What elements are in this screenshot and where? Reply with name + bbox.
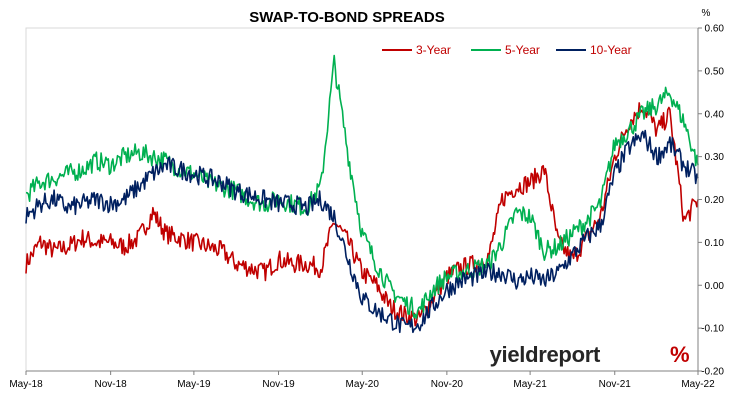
x-tick-label: Nov-18	[95, 379, 128, 390]
y-axis-unit-label: %	[702, 8, 711, 19]
logo-percent-sign: %	[670, 342, 690, 367]
y-tick-label: 0.10	[705, 238, 725, 249]
yieldreport-logo: yieldreport %	[490, 342, 690, 367]
svg-text:yieldreport: yieldreport	[490, 342, 601, 367]
x-tick-label: May-21	[513, 379, 547, 390]
y-tick-label: 0.60	[705, 24, 725, 35]
x-tick-label: May-19	[177, 379, 211, 390]
logo-text-yield: yield	[490, 342, 539, 367]
y-tick-label: 0.00	[705, 281, 725, 292]
chart-title: SWAP-TO-BOND SPREADS	[249, 9, 445, 26]
y-tick-label: 0.50	[705, 66, 725, 77]
x-tick-label: May-20	[346, 379, 380, 390]
plot-area	[25, 27, 699, 372]
legend-label-5-year: 5-Year	[505, 43, 540, 57]
y-tick-label: -0.20	[701, 367, 724, 378]
legend: 3-Year 5-Year 10-Year	[382, 43, 632, 57]
y-axis-ticks: -0.20 -0.10 0.00 0.10 0.20 0.30 0.40 0.50 0.60	[698, 24, 724, 378]
y-tick-label: -0.10	[701, 324, 724, 335]
legend-label-3-year: 3-Year	[416, 43, 451, 57]
y-tick-label: 0.40	[705, 109, 725, 120]
series-layer	[25, 54, 699, 334]
x-tick-label: May-18	[9, 379, 43, 390]
x-tick-label: May-22	[681, 379, 715, 390]
legend-label-10-year: 10-Year	[590, 43, 632, 57]
x-tick-label: Nov-20	[431, 379, 464, 390]
x-tick-label: Nov-19	[262, 379, 295, 390]
y-tick-label: 0.20	[705, 195, 725, 206]
series-line-5-year	[25, 54, 699, 320]
logo-text-report: report	[538, 342, 601, 367]
x-axis-ticks: May-18 Nov-18 May-19 Nov-19 May-20 Nov-20 May-…	[9, 371, 715, 390]
series-line-10-year	[25, 129, 699, 334]
y-tick-label: 0.30	[705, 152, 725, 163]
x-tick-label: Nov-21	[599, 379, 632, 390]
